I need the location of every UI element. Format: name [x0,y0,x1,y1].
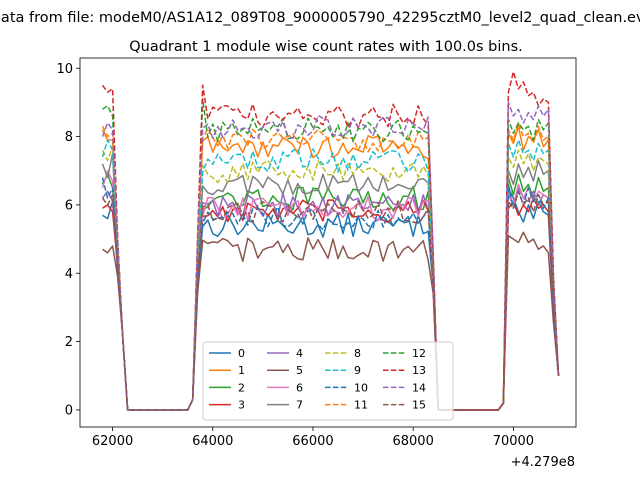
legend-label-5: 5 [296,364,303,377]
x-axis: 62000 64000 66000 68000 70000 [92,427,534,449]
plot-frame [79,57,577,428]
figure-suptitle: Data from file: modeM0/AS1A12_089T08_900… [0,10,640,26]
series-lines [101,70,560,411]
x-tick-label: 68000 [392,434,433,449]
chart-title: Quadrant 1 module wise count rates with … [129,39,523,55]
y-tick-label: 10 [56,62,73,77]
legend-label-10: 10 [354,381,368,394]
legend-box [202,341,454,421]
legend-label-15: 15 [412,399,426,412]
legend-label-4: 4 [296,347,303,360]
legend-label-8: 8 [354,347,361,360]
legend-label-9: 9 [354,364,361,377]
x-tick-label: 66000 [292,434,333,449]
y-axis: 0 2 4 6 8 10 [56,62,80,418]
legend-label-13: 13 [412,364,426,377]
legend-label-3: 3 [238,399,245,412]
y-tick-label: 8 [65,130,73,145]
y-tick-label: 4 [65,267,73,282]
y-tick-label: 2 [65,335,73,350]
y-tick-label: 0 [65,403,73,418]
y-tick-label: 6 [65,198,73,213]
x-tick-label: 70000 [493,434,534,449]
legend-label-11: 11 [354,399,368,412]
x-axis-offset-label: +4.279e8 [511,455,575,470]
legend-label-7: 7 [296,399,303,412]
legend-label-2: 2 [238,381,245,394]
legend-label-12: 12 [412,347,426,360]
legend-label-1: 1 [238,364,245,377]
legend-label-14: 14 [412,381,426,394]
x-tick-label: 62000 [92,434,133,449]
legend-label-0: 0 [238,347,245,360]
series-line-8 [101,146,560,411]
x-tick-label: 64000 [192,434,233,449]
series-line-15 [101,190,560,411]
legend-label-6: 6 [296,381,303,394]
series-line-13 [101,70,560,411]
